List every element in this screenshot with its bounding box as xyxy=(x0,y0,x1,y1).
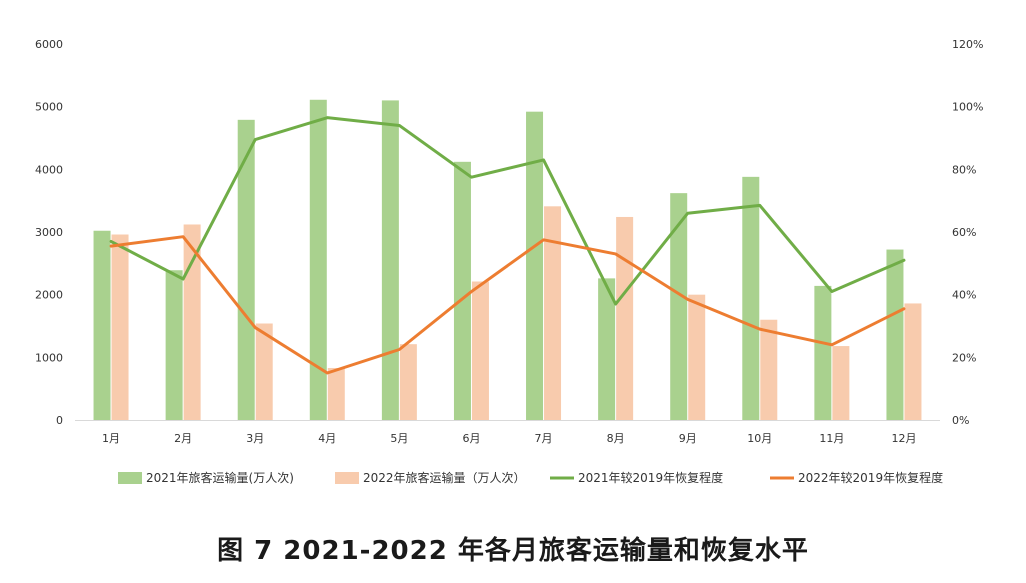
x-tick-label: 3月 xyxy=(246,432,264,445)
y-right-tick-label: 60% xyxy=(952,226,976,239)
bar-1 xyxy=(670,193,688,420)
y-right-tick-label: 80% xyxy=(952,163,976,176)
y-right-tick-label: 40% xyxy=(952,289,976,302)
x-tick-label: 2月 xyxy=(174,432,192,445)
legend-label: 2022年旅客运输量（万人次） xyxy=(363,470,526,485)
legend: 2021年旅客运输量(万人次) 2022年旅客运输量（万人次） 2021年较2019… xyxy=(118,470,943,485)
y-left-tick-label: 5000 xyxy=(35,101,63,114)
y-left-tick-label: 3000 xyxy=(35,226,63,239)
x-tick-label: 11月 xyxy=(819,432,844,445)
bar-2 xyxy=(904,303,922,420)
bar-2 xyxy=(399,344,417,420)
line-series-2 xyxy=(109,235,906,375)
x-tick-label: 9月 xyxy=(679,432,697,445)
legend-swatch xyxy=(118,472,142,484)
bar-2 xyxy=(544,206,562,420)
x-tick-label: 8月 xyxy=(607,432,625,445)
y-right-tick-label: 20% xyxy=(952,351,976,364)
y-right-tick-label: 0% xyxy=(952,414,969,427)
legend-label: 2021年旅客运输量(万人次) xyxy=(146,470,294,485)
y-left-tick-label: 0 xyxy=(56,414,63,427)
bar-2 xyxy=(471,281,489,420)
x-tick-label: 4月 xyxy=(318,432,336,445)
bar-2 xyxy=(832,346,850,420)
x-tick-label: 10月 xyxy=(747,432,772,445)
bar-1 xyxy=(453,161,471,420)
line-layer xyxy=(109,116,906,375)
line-series-1 xyxy=(109,116,906,306)
bar-2 xyxy=(760,319,778,420)
x-tick-label: 1月 xyxy=(102,432,120,445)
legend-swatch xyxy=(335,472,359,484)
bar-1 xyxy=(309,99,327,421)
bar-2 xyxy=(327,367,345,420)
bar-2 xyxy=(111,234,129,420)
y-left-tick-label: 2000 xyxy=(35,289,63,302)
bar-2 xyxy=(688,294,706,420)
bar-1 xyxy=(814,285,832,420)
x-tick-label: 6月 xyxy=(462,432,480,445)
legend-label: 2022年较2019年恢复程度 xyxy=(798,470,943,485)
y-right-tick-label: 120% xyxy=(952,38,983,51)
bar-2 xyxy=(183,224,201,420)
bar-1 xyxy=(93,230,111,420)
bar-1 xyxy=(165,270,183,420)
bar-1 xyxy=(381,100,399,421)
bar-1 xyxy=(598,278,616,420)
y-left-tick-label: 6000 xyxy=(35,38,63,51)
bar-1 xyxy=(237,119,255,421)
y-left-tick-label: 1000 xyxy=(35,351,63,364)
x-tick-label: 12月 xyxy=(891,432,916,445)
bar-layer xyxy=(93,99,922,421)
bar-1 xyxy=(742,176,760,420)
bar-2 xyxy=(616,216,634,420)
y-right-tick-label: 100% xyxy=(952,101,983,114)
chart-caption: 图 7 2021-2022 年各月旅客运输量和恢复水平 xyxy=(217,536,809,566)
axis-layer: 0 1000 2000 3000 4000 5000 6000 0% 20% 40% 60% 80% 1… xyxy=(35,38,983,445)
legend-label: 2021年较2019年恢复程度 xyxy=(578,470,723,485)
x-tick-label: 5月 xyxy=(390,432,408,445)
y-left-tick-label: 4000 xyxy=(35,163,63,176)
bar-2 xyxy=(255,323,273,420)
chart: 0 1000 2000 3000 4000 5000 6000 0% 20% 40% 60% 80% 1… xyxy=(35,38,983,485)
x-tick-label: 7月 xyxy=(535,432,553,445)
bar-1 xyxy=(886,249,904,420)
bar-1 xyxy=(526,111,544,421)
